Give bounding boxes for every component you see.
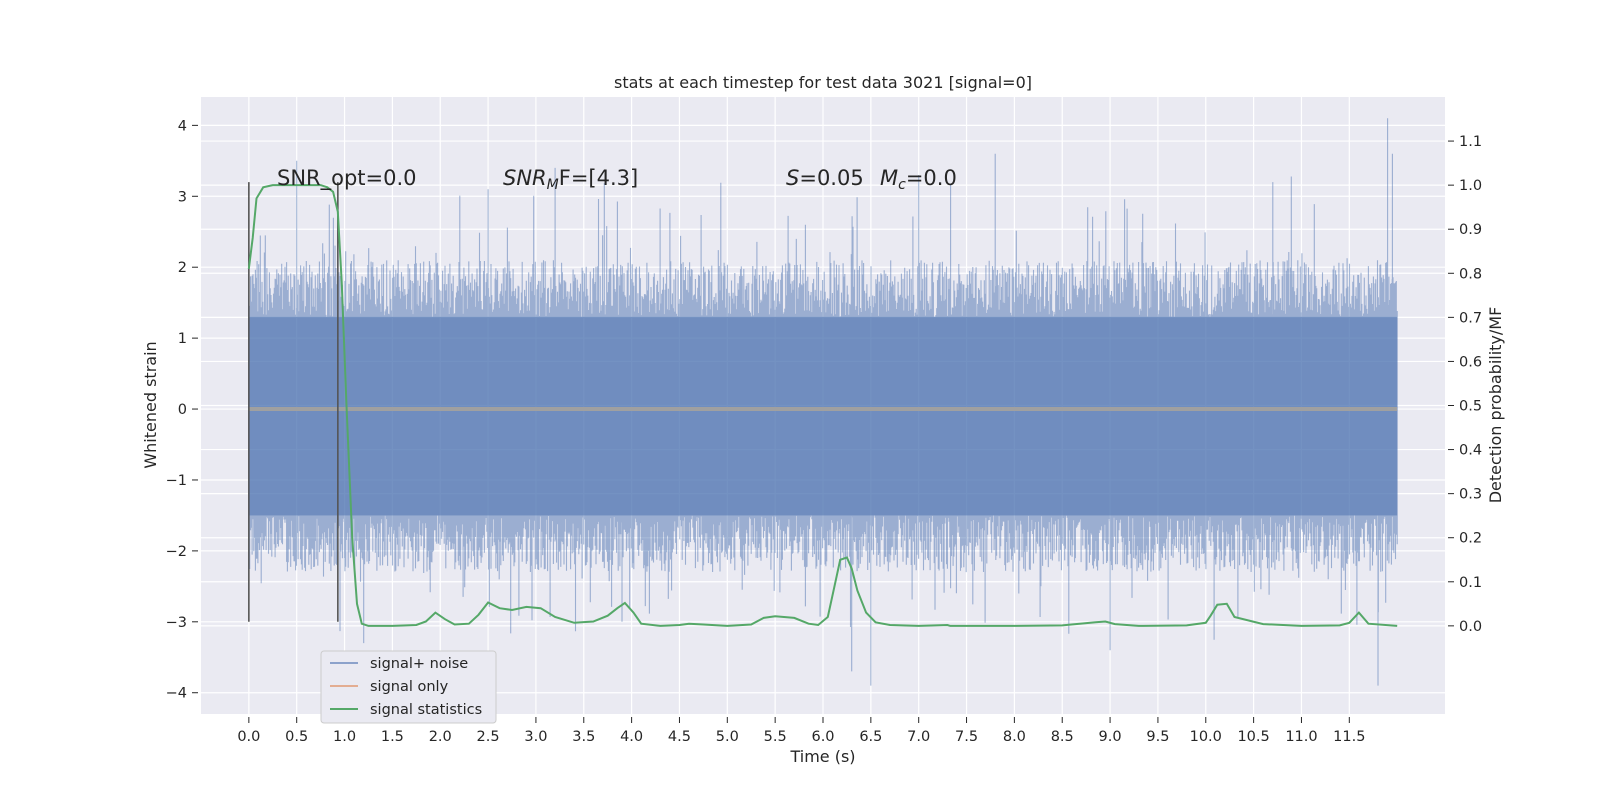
x-tick-label: 0.0 <box>237 729 260 745</box>
x-tick-label: 5.0 <box>716 729 739 745</box>
legend-label-signal-statistics: signal statistics <box>370 702 482 718</box>
x-tick-label: 10.5 <box>1237 729 1269 745</box>
y-tick-label: −2 <box>166 544 187 560</box>
y-tick-label: 0 <box>178 402 187 418</box>
x-tick-label: 3.0 <box>524 729 547 745</box>
y-right-axis-title: Detection probability/MF <box>1486 307 1505 504</box>
y-right-tick-label: 0.5 <box>1459 399 1482 415</box>
chart-title: stats at each timestep for test data 302… <box>614 73 1032 92</box>
x-tick-label: 6.5 <box>859 729 882 745</box>
y-right-tick-label: 0.9 <box>1459 222 1482 238</box>
x-tick-label: 9.5 <box>1146 729 1169 745</box>
y-tick-label: 2 <box>178 260 187 276</box>
snr-opt-annotation: SNR_opt=0.0 <box>277 166 417 191</box>
x-tick-label: 0.5 <box>285 729 308 745</box>
mc-annotation: Mc=0.0 <box>880 166 957 193</box>
snr-mf-annotation: SNRMF=[4.3] <box>503 166 638 193</box>
legend-label-signal-only: signal only <box>370 679 449 695</box>
x-tick-label: 5.5 <box>764 729 787 745</box>
x-tick-label: 10.0 <box>1190 729 1222 745</box>
mc-val: =0.0 <box>906 166 957 190</box>
s-val: =0.05 <box>799 166 863 190</box>
x-tick-label: 1.5 <box>381 729 404 745</box>
y-tick-label: −4 <box>166 686 187 702</box>
x-tick-label: 7.0 <box>907 729 930 745</box>
y-right-tick-label: 0.0 <box>1459 619 1482 635</box>
y-tick-label: −1 <box>166 473 187 489</box>
y-right-tick-label: 1.0 <box>1459 178 1482 194</box>
y-right-tick-label: 0.6 <box>1459 354 1482 370</box>
x-tick-label: 2.0 <box>429 729 452 745</box>
s-var: S <box>786 166 799 190</box>
x-tick-label: 7.5 <box>955 729 978 745</box>
x-tick-label: 3.5 <box>572 729 595 745</box>
y-tick-label: 1 <box>178 331 187 347</box>
y-axis-ticks: 4 3 2 1 0 −1 −2 −3 −4 <box>166 118 198 702</box>
x-tick-label: 4.0 <box>620 729 643 745</box>
x-tick-label: 2.5 <box>477 729 500 745</box>
signal-noise-series <box>248 118 1398 686</box>
s-annotation: S=0.05 <box>786 166 864 190</box>
snr-mf-rest: F=[4.3] <box>559 166 638 190</box>
snr-mf-main: SNR <box>503 166 547 190</box>
y-axis-title: Whitened strain <box>141 341 160 468</box>
x-tick-label: 11.5 <box>1333 729 1365 745</box>
y-right-axis-ticks: 1.1 1.0 0.9 0.8 0.7 0.6 0.5 0.4 0.3 0.2 0.1 0.0 <box>1448 134 1482 635</box>
x-axis-ticks: 0.0 0.5 1.0 1.5 2.0 2.5 3.0 3.5 4.0 4.5 5.0 5.5 6.0 6… <box>237 717 1365 745</box>
mc-var: M <box>880 166 898 190</box>
y-right-tick-label: 0.7 <box>1459 310 1482 326</box>
x-tick-label: 11.0 <box>1285 729 1317 745</box>
signal-statistics-series <box>247 184 1398 627</box>
vertical-markers <box>248 182 339 622</box>
x-tick-label: 8.0 <box>1003 729 1026 745</box>
y-right-tick-label: 0.8 <box>1459 266 1482 282</box>
y-right-tick-label: 0.2 <box>1459 531 1482 547</box>
snr-mf-sub: M <box>547 177 559 193</box>
y-right-tick-label: 1.1 <box>1459 134 1482 150</box>
y-right-tick-label: 0.4 <box>1459 443 1482 459</box>
y-tick-label: 3 <box>178 189 187 205</box>
legend-box <box>320 650 497 724</box>
x-tick-label: 9.0 <box>1099 729 1122 745</box>
x-tick-label: 1.0 <box>333 729 356 745</box>
x-tick-label: 6.0 <box>811 729 834 745</box>
legend-label-signal-noise: signal+ noise <box>370 656 468 672</box>
y-tick-label: −3 <box>166 615 187 631</box>
y-right-tick-label: 0.1 <box>1459 575 1482 591</box>
mc-sub: c <box>898 177 906 193</box>
legend: signal+ noise signal only signal statist… <box>320 650 497 724</box>
x-axis-title: Time (s) <box>789 747 855 766</box>
x-tick-label: 8.5 <box>1051 729 1074 745</box>
y-right-tick-label: 0.3 <box>1459 487 1482 503</box>
x-tick-label: 4.5 <box>668 729 691 745</box>
y-tick-label: 4 <box>178 118 187 134</box>
